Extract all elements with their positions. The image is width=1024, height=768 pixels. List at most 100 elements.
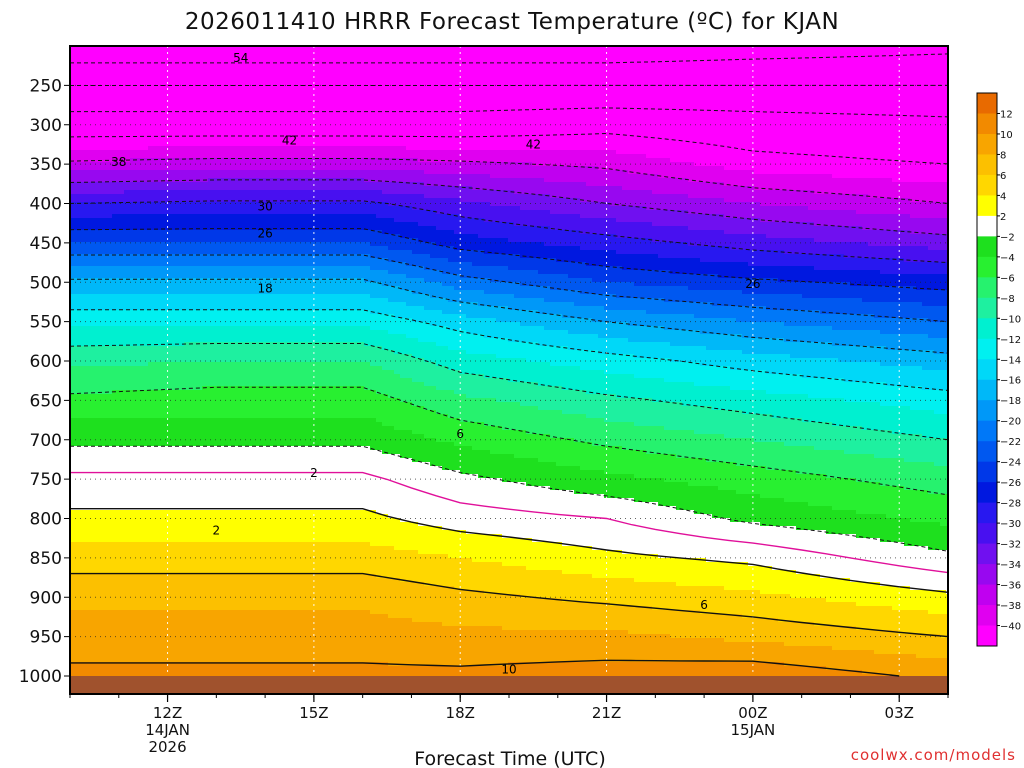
temperature-cell [256,298,263,303]
temperature-cell [130,266,137,271]
temperature-cell [250,434,257,439]
temperature-cell [112,410,119,415]
temperature-cell [166,362,173,367]
temperature-cell [196,430,203,435]
temperature-cell [226,438,233,443]
temperature-cell [184,86,191,91]
temperature-cell [202,98,209,103]
temperature-cell [214,598,221,603]
temperature-cell [148,78,155,83]
temperature-cell [238,334,245,339]
temperature-cell [124,190,131,195]
temperature-cell [190,298,197,303]
temperature-cell [238,410,245,415]
temperature-cell [214,282,221,287]
temperature-cell [88,658,95,663]
temperature-cell [238,502,245,507]
temperature-cell [178,162,185,167]
temperature-cell [256,430,263,435]
temperature-cell [148,102,155,107]
temperature-cell [154,282,161,287]
temperature-cell [124,430,131,435]
temperature-cell [76,90,83,95]
temperature-cell [76,510,83,515]
temperature-cell [244,542,251,547]
temperature-cell [244,302,251,307]
temperature-cell [148,326,155,331]
temperature-cell [106,322,113,327]
temperature-cell [190,178,197,183]
temperature-cell [112,426,119,431]
temperature-cell [238,326,245,331]
temperature-cell [82,78,89,83]
temperature-cell [214,630,221,635]
temperature-cell [130,498,137,503]
temperature-cell [124,562,131,567]
temperature-cell [250,638,257,643]
temperature-cell [172,58,179,63]
temperature-cell [190,630,197,635]
temperature-cell [82,602,89,607]
temperature-cell [178,630,185,635]
temperature-cell [238,118,245,123]
temperature-cell [232,450,239,455]
temperature-cell [166,218,173,223]
temperature-cell [130,246,137,251]
temperature-cell [226,662,233,667]
temperature-cell [106,210,113,215]
temperature-cell [118,294,125,299]
temperature-cell [118,390,125,395]
temperature-cell [256,126,263,131]
temperature-cell [184,190,191,195]
temperature-cell [196,642,203,647]
temperature-cell [76,426,83,431]
temperature-cell [106,278,113,283]
temperature-cell [232,338,239,343]
temperature-cell [190,202,197,207]
temperature-cell [238,138,245,143]
temperature-cell [244,150,251,155]
temperature-cell [178,234,185,239]
temperature-cell [178,94,185,99]
temperature-cell [76,450,83,455]
temperature-cell [124,238,131,243]
temperature-cell [172,310,179,315]
temperature-cell [238,486,245,491]
temperature-cell [208,562,215,567]
temperature-cell [184,262,191,267]
temperature-cell [136,102,143,107]
temperature-cell [226,278,233,283]
temperature-cell [76,442,83,447]
temperature-cell [136,566,143,571]
temperature-cell [100,178,107,183]
temperature-cell [94,358,101,363]
temperature-cell [88,230,95,235]
temperature-cell [124,350,131,355]
temperature-cell [148,558,155,563]
temperature-cell [154,254,161,259]
temperature-cell [244,46,251,51]
temperature-cell [154,118,161,123]
temperature-cell [100,398,107,403]
temperature-cell [100,62,107,67]
temperature-cell [190,382,197,387]
temperature-cell [76,258,83,263]
temperature-cell [106,142,113,147]
temperature-cell [112,318,119,323]
temperature-cell [178,666,185,671]
temperature-cell [238,242,245,247]
temperature-cell [238,562,245,567]
temperature-cell [100,298,107,303]
temperature-cell [232,206,239,211]
temperature-cell [244,486,251,491]
temperature-cell [190,238,197,243]
temperature-cell [70,602,77,607]
temperature-cell [112,402,119,407]
temperature-cell [136,398,143,403]
temperature-cell [148,66,155,71]
temperature-cell [160,494,167,499]
temperature-cell [178,386,185,391]
temperature-cell [76,626,83,631]
temperature-cell [130,442,137,447]
temperature-cell [256,150,263,155]
